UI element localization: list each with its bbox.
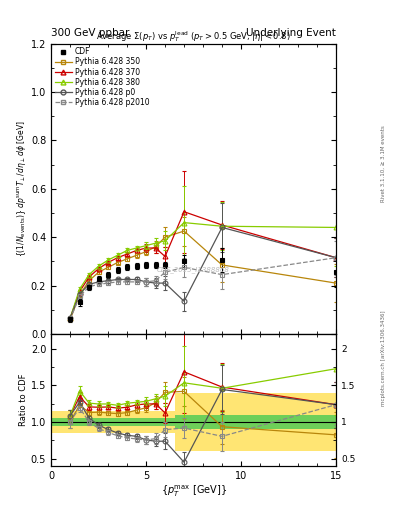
Y-axis label: $\{(1/N_\mathrm{events})\}\ dp^\mathrm{sum}T_\perp/d\eta_\perp\,d\phi\ [\mathrm{: $\{(1/N_\mathrm{events})\}\ dp^\mathrm{s… bbox=[15, 120, 28, 257]
Text: Rivet 3.1.10, ≥ 3.1M events: Rivet 3.1.10, ≥ 3.1M events bbox=[381, 125, 386, 202]
Text: CDF_2015_I1388868: CDF_2015_I1388868 bbox=[157, 267, 230, 273]
Title: Average $\Sigma(p_T)$ vs $p_T^\mathrm{lead}$ ($p_T > 0.5$ GeV, $|\eta| < 0.8$): Average $\Sigma(p_T)$ vs $p_T^\mathrm{le… bbox=[96, 29, 291, 44]
Legend: CDF, Pythia 6.428 350, Pythia 6.428 370, Pythia 6.428 380, Pythia 6.428 p0, Pyth: CDF, Pythia 6.428 350, Pythia 6.428 370,… bbox=[53, 46, 151, 109]
Text: mcplots.cern.ch [arXiv:1306.3436]: mcplots.cern.ch [arXiv:1306.3436] bbox=[381, 311, 386, 406]
Text: Underlying Event: Underlying Event bbox=[246, 28, 336, 38]
Y-axis label: Ratio to CDF: Ratio to CDF bbox=[19, 374, 28, 426]
Text: 300 GeV ppbar: 300 GeV ppbar bbox=[51, 28, 129, 38]
X-axis label: $\{p_T^\mathrm{max}\ [\mathrm{GeV}]\}$: $\{p_T^\mathrm{max}\ [\mathrm{GeV}]\}$ bbox=[160, 483, 227, 499]
